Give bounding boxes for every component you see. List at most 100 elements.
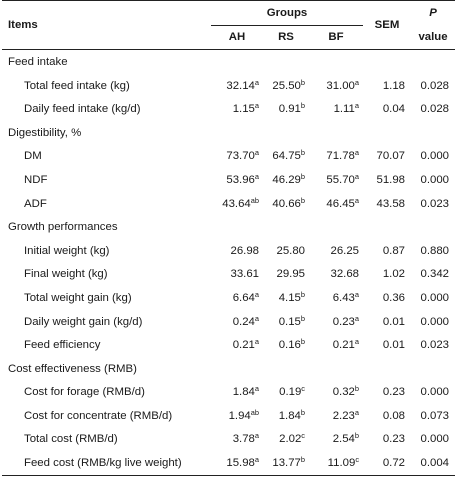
cell-rs: 25.50b [263,74,309,98]
table-row: Daily feed intake (kg/d) 1.15a 0.91b 1.11a 0… [2,97,455,121]
cell-ah: 73.70a [211,145,263,169]
table-row: Total feed intake (kg) 32.14a 25.50b 31.00a… [2,74,455,98]
cell-ah: 3.78a [211,428,263,452]
cell-value: 0.21 [332,339,355,352]
cell-p-value: 0.000 [420,386,450,399]
cell-rs: 13.77b [263,451,309,476]
cell-value: 11.09 [327,457,356,470]
row-label: DM [24,150,42,163]
significance-letter: a [354,101,360,111]
cell-sem: 0.08 [382,409,406,422]
cell-ah: 32.14a [211,74,263,98]
cell-rs: 0.91b [263,97,309,121]
cell-value: 31.00 [326,79,355,92]
cell-rs: 1.84b [263,404,309,428]
significance-letter: c [301,431,305,441]
table-row: DM 73.70a 64.75b 71.78a 70.07 0.000 [2,145,455,169]
cell-value: 0.19 [279,386,302,399]
cell-sem: 1.18 [382,79,406,92]
cell-value: 2.23 [332,409,355,422]
significance-letter: b [300,313,305,323]
cell-bf: 6.43a [309,286,363,310]
cell-sem: 1.02 [382,268,406,281]
cell-rs: 46.29b [263,168,309,192]
cell-bf: 46.45a [309,192,363,216]
cell-value: 0.21 [232,339,255,352]
cell-value: 40.66 [272,197,301,210]
significance-letter: b [300,289,305,299]
significance-letter: a [254,431,259,441]
significance-letter: a [254,171,259,181]
row-label: Daily feed intake (kg/d) [24,103,141,116]
cell-ah: 1.84a [211,381,263,405]
cell-bf: 11.09c [309,451,364,476]
significance-letter: a [354,77,360,87]
cell-p-value: 0.028 [420,79,450,92]
significance-letter: a [254,455,259,465]
table-row: Initial weight (kg) 26.98 25.80 26.25 0.87 0.… [2,239,455,263]
column-header-ah: AH [211,25,263,51]
cell-ah: 1.94ab [211,404,263,428]
cell-p-value: 0.000 [420,173,450,186]
cell-p-value: 0.000 [420,433,450,446]
significance-letter: b [300,148,305,158]
cell-value: 32.68 [330,268,360,281]
cell-sem: 0.23 [382,386,406,399]
significance-letter: b [300,195,305,205]
cell-ah: 53.96a [211,168,263,192]
cell-sem: 43.58 [376,197,406,210]
cell-rs: 0.19c [263,381,309,405]
significance-letter: b [300,101,305,111]
cell-sem: 0.01 [382,315,406,328]
cell-bf: 31.00a [309,74,363,98]
row-label: Daily weight gain (kg/d) [24,315,143,328]
cell-value: 3.78 [232,433,255,446]
significance-letter: b [354,384,360,394]
cell-value: 26.25 [330,244,360,257]
cell-value: 33.61 [230,268,259,281]
cell-ah: 43.64ab [211,192,263,216]
cell-p-value: 0.880 [420,244,450,257]
cell-value: 1.94 [228,409,251,422]
cell-p-value: 0.000 [420,315,450,328]
significance-letter: a [354,337,360,347]
table-row: Feed efficiency 0.21a 0.16b 0.21a 0.01 0.023 [2,333,455,357]
cell-p-value: 0.004 [411,451,456,476]
table-row: Feed cost (RMB/kg live weight) 15.98a 13.7… [2,451,456,476]
column-header-rs: RS [263,25,309,51]
cell-ah: 0.21a [211,333,263,357]
significance-letter: a [354,148,360,158]
cell-ah: 6.64a [211,286,263,310]
significance-letter: a [354,195,360,205]
row-label: Total cost (RMB/d) [24,433,118,446]
cell-ah: 33.61 [211,263,263,287]
significance-letter: b [354,431,360,441]
section-row: Growth performances [2,215,455,239]
significance-letter: a [354,407,360,417]
cell-value: 43.64 [222,197,251,210]
table-row: Cost for forage (RMB/d) 1.84a 0.19c 0.32b 0.… [2,381,455,405]
cell-value: 2.54 [332,433,355,446]
row-label: Total weight gain (kg) [24,291,132,304]
cell-bf: 0.23a [309,310,363,334]
cell-p-value: 0.023 [420,197,450,210]
significance-letter: a [254,289,259,299]
cell-sem: 0.01 [382,339,406,352]
cell-ah: 15.98a [211,451,263,476]
cell-value: 32.14 [226,79,255,92]
cell-rs: 0.16b [263,333,309,357]
cell-sem: 0.36 [382,291,406,304]
sem-header: SEM [363,0,412,51]
cell-bf: 71.78a [309,145,363,169]
cell-sem: 70.07 [376,150,406,163]
cell-sem: 0.23 [382,433,406,446]
cell-value: 0.24 [232,315,255,328]
cell-p-value: 0.000 [420,291,450,304]
significance-letter: a [254,148,259,158]
cell-value: 25.80 [276,244,305,257]
row-label: Final weight (kg) [24,268,108,281]
cell-value: 73.70 [226,150,255,163]
cell-value: 26.98 [230,244,259,257]
cell-bf: 2.23a [309,404,363,428]
